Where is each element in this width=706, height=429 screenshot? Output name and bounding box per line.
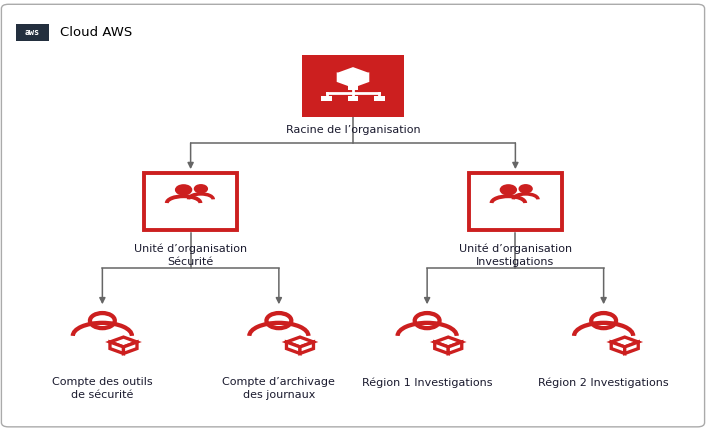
Polygon shape bbox=[435, 342, 448, 353]
Text: Région 2 Investigations: Région 2 Investigations bbox=[538, 378, 669, 388]
Circle shape bbox=[520, 185, 532, 193]
Polygon shape bbox=[337, 68, 369, 79]
FancyBboxPatch shape bbox=[374, 96, 385, 101]
Circle shape bbox=[414, 313, 440, 328]
FancyBboxPatch shape bbox=[302, 55, 404, 117]
Circle shape bbox=[501, 185, 516, 194]
Polygon shape bbox=[611, 342, 625, 353]
Text: Région 1 Investigations: Région 1 Investigations bbox=[362, 378, 492, 388]
Polygon shape bbox=[300, 342, 313, 353]
Polygon shape bbox=[110, 337, 137, 347]
Polygon shape bbox=[611, 337, 638, 347]
Circle shape bbox=[591, 313, 616, 328]
FancyBboxPatch shape bbox=[469, 173, 562, 230]
FancyBboxPatch shape bbox=[16, 24, 49, 41]
Polygon shape bbox=[287, 342, 300, 353]
Circle shape bbox=[195, 185, 207, 193]
Text: Unité d’organisation
Investigations: Unité d’organisation Investigations bbox=[459, 243, 572, 266]
Polygon shape bbox=[124, 342, 137, 353]
Polygon shape bbox=[337, 74, 353, 87]
Text: Cloud AWS: Cloud AWS bbox=[60, 26, 132, 39]
FancyBboxPatch shape bbox=[348, 96, 358, 101]
Circle shape bbox=[176, 185, 191, 194]
FancyBboxPatch shape bbox=[348, 84, 358, 90]
Polygon shape bbox=[110, 342, 124, 353]
Polygon shape bbox=[287, 337, 313, 347]
Polygon shape bbox=[625, 342, 638, 353]
Circle shape bbox=[266, 313, 292, 328]
Text: Unité d’organisation
Sécurité: Unité d’organisation Sécurité bbox=[134, 243, 247, 266]
Polygon shape bbox=[448, 342, 462, 353]
Text: Racine de l’organisation: Racine de l’organisation bbox=[286, 125, 420, 135]
Circle shape bbox=[90, 313, 115, 328]
FancyBboxPatch shape bbox=[144, 173, 237, 230]
Text: Compte d’archivage
des journaux: Compte d’archivage des journaux bbox=[222, 378, 335, 400]
Polygon shape bbox=[435, 337, 462, 347]
Polygon shape bbox=[353, 74, 369, 87]
Text: aws: aws bbox=[25, 28, 40, 37]
FancyBboxPatch shape bbox=[321, 96, 332, 101]
Text: Compte des outils
de sécurité: Compte des outils de sécurité bbox=[52, 378, 152, 400]
